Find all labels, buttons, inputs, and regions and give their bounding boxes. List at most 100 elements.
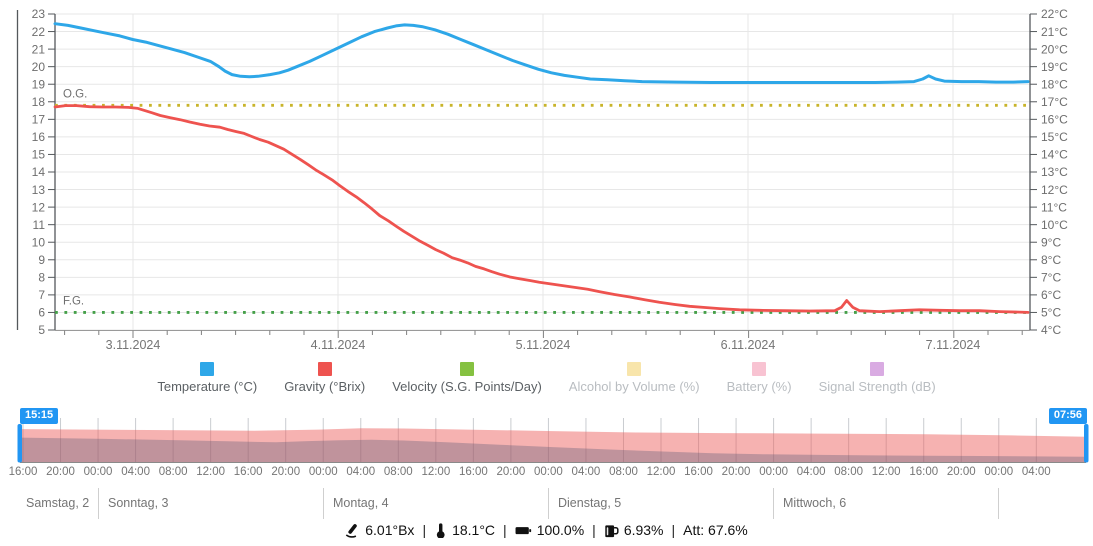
x-axis-date-label: 7.11.2024 xyxy=(926,338,981,352)
left-axis-label: 7 xyxy=(38,288,45,302)
legend-swatch xyxy=(200,362,215,376)
status-divider: | xyxy=(503,522,507,538)
day-separator xyxy=(323,488,324,519)
day-axis-row: Samstag, 2 Sonntag, 3 Montag, 4 Dienstag, 5… xyxy=(0,488,1093,519)
legend-label: Temperature (°C) xyxy=(157,379,258,394)
navigator-time-label: 16:00 xyxy=(9,466,38,478)
legend-swatch xyxy=(752,362,767,376)
legend-item-alcohol[interactable]: Alcohol by Volume (%) xyxy=(569,362,700,394)
navigator-time-label: 08:00 xyxy=(609,466,638,478)
right-axis-label: 14°C xyxy=(1041,148,1068,162)
right-axis-label: 4°C xyxy=(1041,323,1061,337)
legend-label: Battery (%) xyxy=(726,379,792,394)
left-axis-label: 16 xyxy=(32,130,46,144)
left-axis-label: 20 xyxy=(32,60,46,74)
day-separator xyxy=(548,488,549,519)
navigator-time-label: 00:00 xyxy=(984,466,1013,478)
navigator-left-handle[interactable] xyxy=(17,424,23,463)
legend-swatch xyxy=(627,362,642,376)
status-attenuation-value: Att: 67.6% xyxy=(683,522,748,538)
x-axis-date-label: 5.11.2024 xyxy=(516,338,571,352)
navigator-time-label: 08:00 xyxy=(834,466,863,478)
navigator-time-label: 12:00 xyxy=(872,466,901,478)
left-axis-label: 15 xyxy=(32,148,46,162)
navigator-end-time-badge: 07:56 xyxy=(1048,408,1087,424)
status-temperature-value: 18.1°C xyxy=(452,522,496,538)
status-attenuation: Att: 67.6% xyxy=(683,522,748,538)
left-axis-label: 19 xyxy=(32,77,46,91)
left-axis-label: 23 xyxy=(32,7,46,21)
navigator-time-label: 20:00 xyxy=(722,466,751,478)
navigator-time-label: 04:00 xyxy=(572,466,601,478)
left-axis-label: 9 xyxy=(38,253,45,267)
status-gravity: 6.01°Bx xyxy=(345,522,414,538)
navigator-right-handle[interactable] xyxy=(1084,424,1089,463)
status-divider: | xyxy=(671,522,676,538)
navigator-time-label: 12:00 xyxy=(421,466,450,478)
navigator-time-label: 20:00 xyxy=(496,466,525,478)
legend-item-velocity[interactable]: Velocity (S.G. Points/Day) xyxy=(392,362,542,394)
right-axis-label: 17°C xyxy=(1041,95,1068,109)
x-axis-date-label: 6.11.2024 xyxy=(721,338,776,352)
navigator-time-label: 20:00 xyxy=(271,466,300,478)
right-axis-label: 19°C xyxy=(1041,60,1068,74)
status-battery: 100.0% xyxy=(515,522,584,538)
right-axis-label: 20°C xyxy=(1041,42,1068,56)
x-axis-date-label: 4.11.2024 xyxy=(311,338,366,352)
navigator-track[interactable] xyxy=(20,418,1086,463)
left-axis-label: 21 xyxy=(32,42,46,56)
navigator-time-label: 04:00 xyxy=(1022,466,1051,478)
left-axis-label: 22 xyxy=(32,25,46,39)
right-axis-label: 10°C xyxy=(1041,218,1068,232)
navigator-time-label: 12:00 xyxy=(647,466,676,478)
right-axis-label: 8°C xyxy=(1041,253,1061,267)
right-axis-label: 22°C xyxy=(1041,7,1068,21)
right-axis-label: 5°C xyxy=(1041,306,1061,320)
right-axis-label: 11°C xyxy=(1041,200,1067,214)
day-label: Montag, 4 xyxy=(333,496,389,510)
status-gravity-value: 6.01°Bx xyxy=(365,522,415,538)
right-axis-label: 13°C xyxy=(1041,165,1068,179)
legend-label: Gravity (°Brix) xyxy=(284,379,366,394)
navigator-time-label: 04:00 xyxy=(346,466,375,478)
hydrometer-icon xyxy=(346,523,358,538)
legend-item-signal[interactable]: Signal Strength (dB) xyxy=(819,362,936,394)
navigator-time-label: 12:00 xyxy=(196,466,225,478)
gravity-line xyxy=(53,104,1030,314)
navigator-start-time-badge: 15:15 xyxy=(20,408,59,424)
legend-item-battery[interactable]: Battery (%) xyxy=(727,362,792,394)
left-axis-label: 6 xyxy=(38,306,45,320)
day-label: Mittwoch, 6 xyxy=(783,496,847,510)
legend-label: Signal Strength (dB) xyxy=(818,379,936,394)
day-label: Samstag, 2 xyxy=(26,496,90,510)
battery-icon xyxy=(515,526,531,534)
legend-item-temperature[interactable]: Temperature (°C) xyxy=(157,362,257,394)
right-axis-label: 21°C xyxy=(1041,25,1068,39)
legend-label: Velocity (S.G. Points/Day) xyxy=(392,379,542,394)
navigator-time-label: 16:00 xyxy=(909,466,938,478)
navigator-time-label: 16:00 xyxy=(684,466,713,478)
og-label: O.G. xyxy=(63,88,87,100)
day-label: Sonntag, 3 xyxy=(108,496,169,510)
day-label: Dienstag, 5 xyxy=(558,496,622,510)
navigator-area-gravity xyxy=(20,428,1086,463)
status-abv: 6.93% xyxy=(604,522,664,538)
navigator-time-label: 08:00 xyxy=(159,466,188,478)
status-bar: 6.01°Bx | 18.1°C | 100.0% | 6.93% | xyxy=(0,522,1093,538)
navigator-time-label: 00:00 xyxy=(534,466,563,478)
status-abv-value: 6.93% xyxy=(623,522,664,538)
right-axis-label: 7°C xyxy=(1041,271,1061,285)
right-axis-label: 15°C xyxy=(1041,130,1068,144)
left-axis-label: 12 xyxy=(32,200,46,214)
status-temperature: 18.1°C xyxy=(434,522,495,538)
legend-item-gravity[interactable]: Gravity (°Brix) xyxy=(284,362,365,394)
right-axis-label: 16°C xyxy=(1041,113,1068,127)
right-axis-label: 9°C xyxy=(1041,235,1061,249)
legend-swatch xyxy=(317,362,332,376)
left-axis-label: 17 xyxy=(32,113,46,127)
navigator-time-label: 20:00 xyxy=(46,466,75,478)
navigator-time-label: 16:00 xyxy=(234,466,263,478)
status-divider: | xyxy=(592,522,596,538)
